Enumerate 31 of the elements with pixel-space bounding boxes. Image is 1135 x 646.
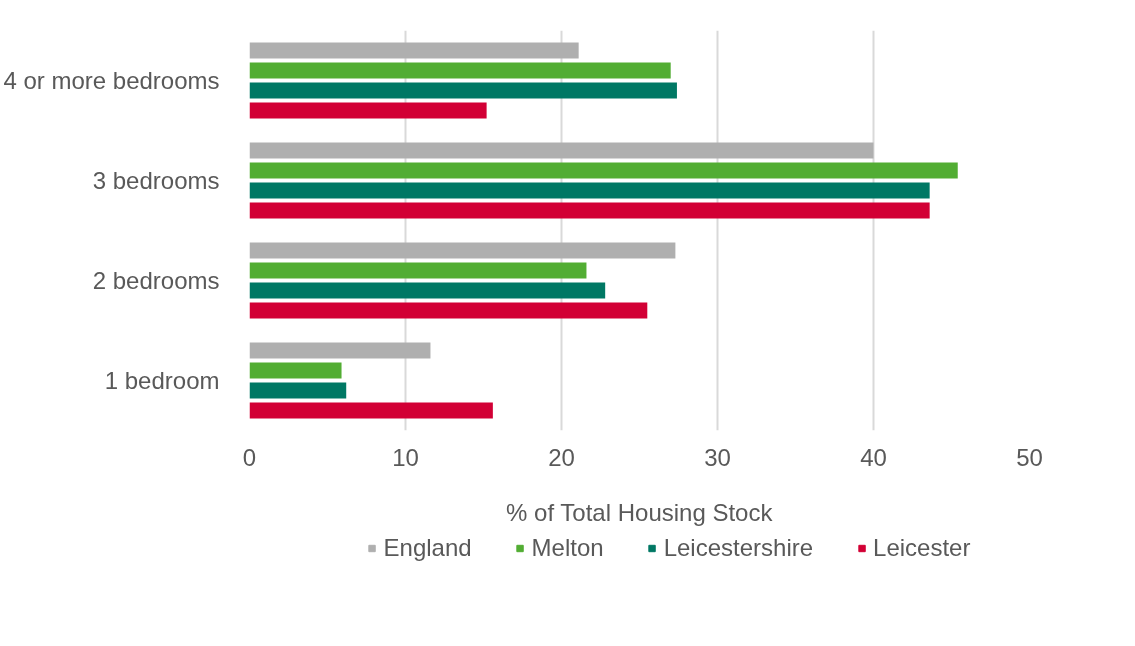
bar [249,402,493,419]
y-tick-label: 3 bedrooms [92,167,220,194]
x-tick-label: 30 [704,443,731,471]
x-tick-label: 40 [860,443,887,471]
bar [249,362,342,379]
bar [249,42,579,59]
bar [249,162,958,179]
x-tick-label: 50 [1016,443,1043,471]
x-axis-title: % of Total Housing Stock [506,498,774,526]
y-tick-label: 2 bedrooms [92,267,220,294]
bar [249,342,431,359]
legend-label: Leicester [873,534,971,562]
bar [249,302,648,319]
bar [249,282,606,299]
x-tick-label: 0 [242,443,257,471]
bar [249,142,874,159]
bar [249,242,676,259]
y-tick-label: 4 or more bedrooms [3,67,220,94]
legend-label: Leicestershire [663,534,814,562]
legend-label: Melton [531,534,604,562]
bar [249,202,930,219]
y-tick-label: 1 bedroom [104,367,220,394]
bar [249,62,671,79]
bar [249,182,930,199]
legend-label: England [383,534,472,562]
x-tick-label: 10 [392,443,419,471]
x-tick-label: 20 [548,443,575,471]
bar [249,102,487,119]
bar [249,382,347,399]
bar [249,262,587,279]
bar [249,82,677,99]
